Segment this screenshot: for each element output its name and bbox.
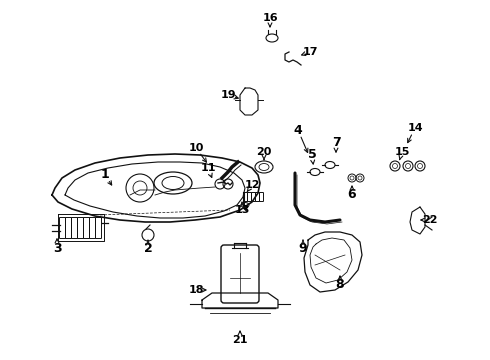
Text: 3: 3 (53, 242, 61, 255)
Text: 1: 1 (100, 168, 109, 181)
Text: 12: 12 (244, 180, 260, 190)
Text: 4: 4 (294, 123, 302, 136)
Text: 5: 5 (308, 148, 317, 162)
Text: 18: 18 (188, 285, 204, 295)
Text: 21: 21 (232, 335, 248, 345)
Text: 20: 20 (256, 147, 271, 157)
Text: 13: 13 (234, 205, 250, 215)
Text: 7: 7 (332, 136, 341, 149)
Text: 17: 17 (302, 47, 318, 57)
Text: 8: 8 (336, 279, 344, 292)
Text: 19: 19 (220, 90, 236, 100)
Text: 15: 15 (394, 147, 410, 157)
Text: 9: 9 (299, 242, 307, 255)
Text: 14: 14 (407, 123, 423, 133)
Text: 2: 2 (144, 242, 152, 255)
Text: 22: 22 (422, 215, 438, 225)
Text: 11: 11 (200, 163, 216, 173)
Text: 10: 10 (188, 143, 204, 153)
Text: 16: 16 (262, 13, 278, 23)
Text: 6: 6 (348, 189, 356, 202)
